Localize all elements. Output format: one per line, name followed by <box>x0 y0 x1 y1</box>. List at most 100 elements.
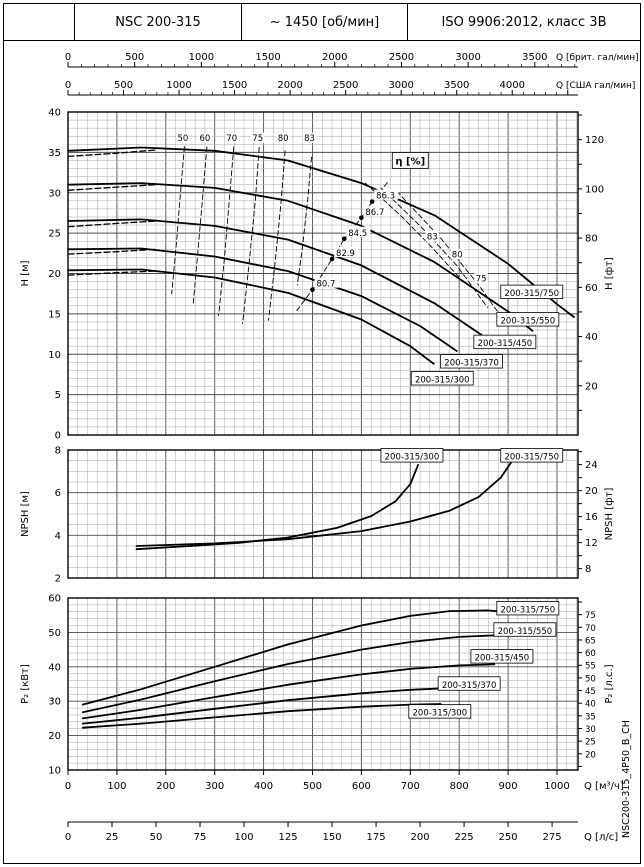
eff-contour-right-80 <box>380 187 488 308</box>
tick-label: 200 <box>156 781 175 792</box>
tick-label: 900 <box>499 781 518 792</box>
curve-label-200-315/750-box <box>500 284 564 300</box>
axis-unit-label: Q [м³/ч] <box>584 781 624 792</box>
header-model: NSC 200-315 <box>75 4 242 40</box>
curve-200-315/300 <box>135 464 419 551</box>
right-tick-label: 12 <box>585 538 598 549</box>
tick-label: 3000 <box>455 52 480 63</box>
right-tick-label: 20 <box>585 750 596 760</box>
tick-label: 100 <box>234 832 253 843</box>
tick-label: 100 <box>107 781 126 792</box>
curve-label-200-315/450-box <box>470 649 534 664</box>
eff-contour-75 <box>242 147 260 325</box>
axis-unit-label: Q [брит. гал/мин] <box>556 53 639 63</box>
tick-label: 700 <box>401 781 420 792</box>
tick-label: 25 <box>106 832 119 843</box>
ytick-label: 20 <box>48 269 61 280</box>
bep-value: 82.9 <box>336 249 355 259</box>
tick-label: 1000 <box>189 52 214 63</box>
eff-value-bg <box>198 132 212 144</box>
ytick-label: 35 <box>48 148 61 159</box>
curve-label-200-315/750: 200-315/750 <box>504 453 559 463</box>
tick-label: 0 <box>65 80 71 91</box>
ytick-label: 10 <box>48 350 61 361</box>
ytick-label: 4 <box>55 531 61 542</box>
curve-label-200-315/300-box <box>408 704 472 719</box>
tick-label: 2500 <box>389 52 414 63</box>
y-axis-label-right: H [фт] <box>604 257 615 290</box>
curve-200-315/300-dashed <box>67 270 157 276</box>
right-tick-label: 40 <box>585 332 598 343</box>
curve-label-200-315/370: 200-315/370 <box>442 681 497 691</box>
eff-value: 50 <box>177 134 188 144</box>
eff-value-bg <box>176 132 190 144</box>
eff-value: 60 <box>199 134 210 144</box>
right-tick-label: 20 <box>585 486 598 497</box>
tick-label: 0 <box>65 781 71 792</box>
bep-value-bg <box>314 277 339 288</box>
ytick-label: 2 <box>55 574 61 585</box>
curve-200-315/750-dashed <box>67 149 157 158</box>
curve-200-315/550-dashed <box>67 184 157 191</box>
y-axis-label-left: NPSH [м] <box>20 491 31 537</box>
curve-label-200-315/550-box <box>496 312 560 327</box>
tick-label: 3500 <box>444 80 469 91</box>
tick-label: 50 <box>150 832 163 843</box>
ytick-label: 0 <box>55 431 61 442</box>
tick-label: 800 <box>450 781 469 792</box>
tick-label: 175 <box>367 832 386 843</box>
right-tick-label: 75 <box>585 611 596 621</box>
eff-value: 83 <box>427 233 438 243</box>
eff-value-bg <box>225 132 239 144</box>
curve-label-200-315/300-box <box>410 371 474 386</box>
tick-label: 4000 <box>499 80 524 91</box>
ytick-label: 30 <box>48 188 61 199</box>
tick-label: 300 <box>205 781 224 792</box>
eff-value: 75 <box>476 275 487 285</box>
tick-label: 1000 <box>166 80 191 91</box>
right-tick-label: 40 <box>585 700 596 710</box>
tick-label: 600 <box>352 781 371 792</box>
y-axis-label-right: P₂ [л.с.] <box>604 664 615 703</box>
y-axis-label-left: H [м] <box>20 260 31 286</box>
bep-value: 80.7 <box>316 280 335 290</box>
axis-unit-label: Q [США гал/мин] <box>556 81 635 91</box>
eff-value: 70 <box>226 134 237 144</box>
ytick-label: 40 <box>48 662 61 673</box>
curve-label-200-315/550-box <box>493 622 557 637</box>
tick-label: 125 <box>278 832 297 843</box>
tick-label: 225 <box>455 832 474 843</box>
curve-200-315/550 <box>81 633 533 714</box>
curve-200-315/300 <box>67 268 435 365</box>
npsh-frame <box>67 449 579 579</box>
curve-label-200-315/300: 200-315/300 <box>415 376 470 386</box>
eff-value: 80 <box>278 134 289 144</box>
axis-unit-label: Q [л/с] <box>584 832 618 843</box>
curve-label-200-315/750: 200-315/750 <box>504 289 559 299</box>
right-tick-label: 55 <box>585 662 596 672</box>
eff-value: 83 <box>304 134 315 144</box>
bep-value-bg <box>374 189 399 200</box>
tick-label: 1500 <box>222 80 247 91</box>
curve-label-200-315/550: 200-315/550 <box>501 317 556 327</box>
curve-200-315/370 <box>67 247 458 352</box>
bep-point <box>359 215 364 221</box>
tick-label: 3000 <box>388 80 413 91</box>
bep-value: 86.3 <box>376 192 395 202</box>
right-tick-label: 45 <box>585 687 596 697</box>
curve-200-315/750 <box>135 457 515 547</box>
tick-label: 250 <box>499 832 518 843</box>
bep-point <box>310 287 315 292</box>
curve-label-200-315/370-box <box>437 676 501 691</box>
bep-value-bg <box>334 246 359 257</box>
tick-label: 0 <box>65 52 71 63</box>
right-tick-label: 20 <box>585 381 598 392</box>
ytick-label: 40 <box>48 108 61 119</box>
tick-label: 2000 <box>277 80 302 91</box>
right-tick-label: 50 <box>585 674 596 684</box>
header-standard: ISO 9906:2012, класс 3В <box>441 14 607 30</box>
ytick-label: 8 <box>55 446 61 457</box>
ytick-label: 25 <box>48 229 61 240</box>
curve-label-200-315/450-box <box>473 334 537 350</box>
